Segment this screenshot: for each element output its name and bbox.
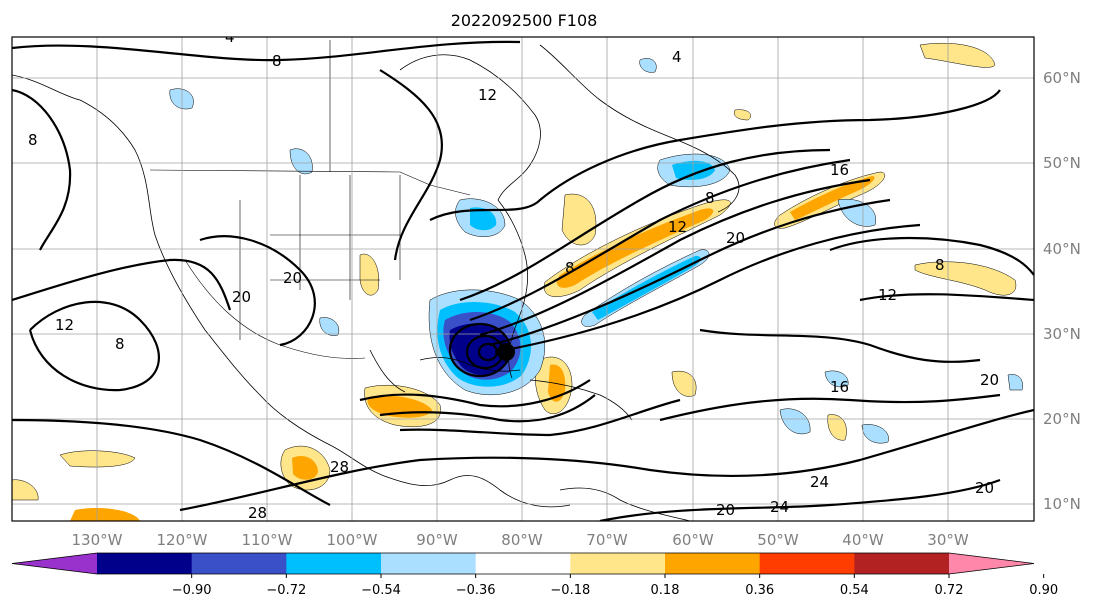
lon-label: 120°W: [157, 531, 208, 549]
svg-text:12: 12: [478, 86, 497, 104]
lat-label: 50°N: [1043, 154, 1081, 172]
colorbar-tick-label: −0.18: [550, 583, 590, 598]
lon-label: 40°W: [842, 531, 884, 549]
colorbar-outline: [11, 552, 1035, 575]
lat-label: 60°N: [1043, 69, 1081, 87]
colorbar-tick-label: −0.54: [361, 583, 401, 598]
colorbar-tick-label: 0.18: [651, 583, 680, 598]
map-title: 2022092500 F108: [451, 11, 598, 30]
colorbar-segment: [665, 553, 761, 574]
colorbar-segment: [381, 553, 477, 574]
colorbar-tick-label: 0.54: [840, 583, 869, 598]
contour-labels: 8 12 16 12 20 8 20 20 8 8 12 16 24 24 20…: [28, 28, 999, 522]
lat-label: 40°N: [1043, 240, 1081, 258]
colorbar-segment: [854, 553, 950, 574]
svg-text:20: 20: [980, 371, 999, 389]
lat-label: 10°N: [1043, 495, 1081, 513]
graticule: [12, 37, 1034, 521]
colorbar-tick-label: 0.72: [935, 583, 964, 598]
colorbar: [11, 552, 1045, 578]
lat-label: 30°N: [1043, 325, 1081, 343]
svg-text:4: 4: [225, 28, 235, 46]
lat-label: 20°N: [1043, 410, 1081, 428]
svg-text:20: 20: [716, 501, 735, 519]
svg-text:20: 20: [726, 229, 745, 247]
svg-text:20: 20: [283, 269, 302, 287]
colorbar-segment: [759, 553, 855, 574]
colorbar-tick-labels: −0.90 −0.72 −0.54 −0.36 −0.18 0.18 0.36 0.54 0.7…: [172, 583, 1058, 598]
svg-text:8: 8: [565, 259, 575, 277]
latitude-labels: 60°N 50°N 40°N 30°N 20°N 10°N: [1043, 69, 1081, 513]
colorbar-tick-label: 0.36: [745, 583, 774, 598]
lon-label: 110°W: [242, 531, 293, 549]
svg-text:16: 16: [830, 378, 849, 396]
svg-text:8: 8: [705, 189, 715, 207]
svg-text:8: 8: [272, 52, 282, 70]
colorbar-tick-label: −0.72: [266, 583, 306, 598]
lon-label: 90°W: [416, 531, 458, 549]
lon-label: 130°W: [72, 531, 123, 549]
colorbar-segment: [286, 553, 382, 574]
lon-label: 50°W: [757, 531, 799, 549]
colorbar-tick-label: −0.36: [456, 583, 496, 598]
svg-text:20: 20: [232, 288, 251, 306]
svg-text:28: 28: [330, 458, 349, 476]
colorbar-tick-label: −0.90: [172, 583, 212, 598]
svg-text:12: 12: [878, 286, 897, 304]
svg-text:24: 24: [810, 473, 829, 491]
map-frame: [11, 36, 1035, 522]
lon-label: 80°W: [501, 531, 543, 549]
lon-label: 100°W: [327, 531, 378, 549]
svg-text:24: 24: [770, 498, 789, 516]
height-contours: [12, 40, 1034, 521]
colorbar-segment: [191, 553, 287, 574]
colorbar-segment: [570, 553, 666, 574]
svg-text:4: 4: [672, 48, 682, 66]
longitude-labels: 130°W 120°W 110°W 100°W 90°W 80°W 70°W 6…: [72, 531, 969, 549]
lon-label: 60°W: [672, 531, 714, 549]
svg-text:20: 20: [975, 479, 994, 497]
colorbar-segment: [97, 553, 193, 574]
colorbar-tick-label: 0.90: [1029, 583, 1058, 598]
svg-text:8: 8: [115, 335, 125, 353]
svg-text:12: 12: [668, 218, 687, 236]
lon-label: 30°W: [927, 531, 969, 549]
colorbar-segment: [475, 553, 571, 574]
colorbar-extend-low: [12, 553, 97, 574]
lon-label: 70°W: [586, 531, 628, 549]
map-content: 8 12 16 12 20 8 20 20 8 8 12 16 24 24 20…: [12, 28, 1034, 522]
colorbar-extend-high: [949, 553, 1034, 574]
svg-text:28: 28: [248, 504, 267, 522]
svg-text:16: 16: [830, 161, 849, 179]
map-area: [12, 37, 1034, 521]
svg-text:8: 8: [935, 256, 945, 274]
political-borders: [149, 40, 471, 359]
svg-text:12: 12: [55, 316, 74, 334]
svg-text:8: 8: [28, 131, 38, 149]
storm-center-marker: [497, 343, 515, 361]
